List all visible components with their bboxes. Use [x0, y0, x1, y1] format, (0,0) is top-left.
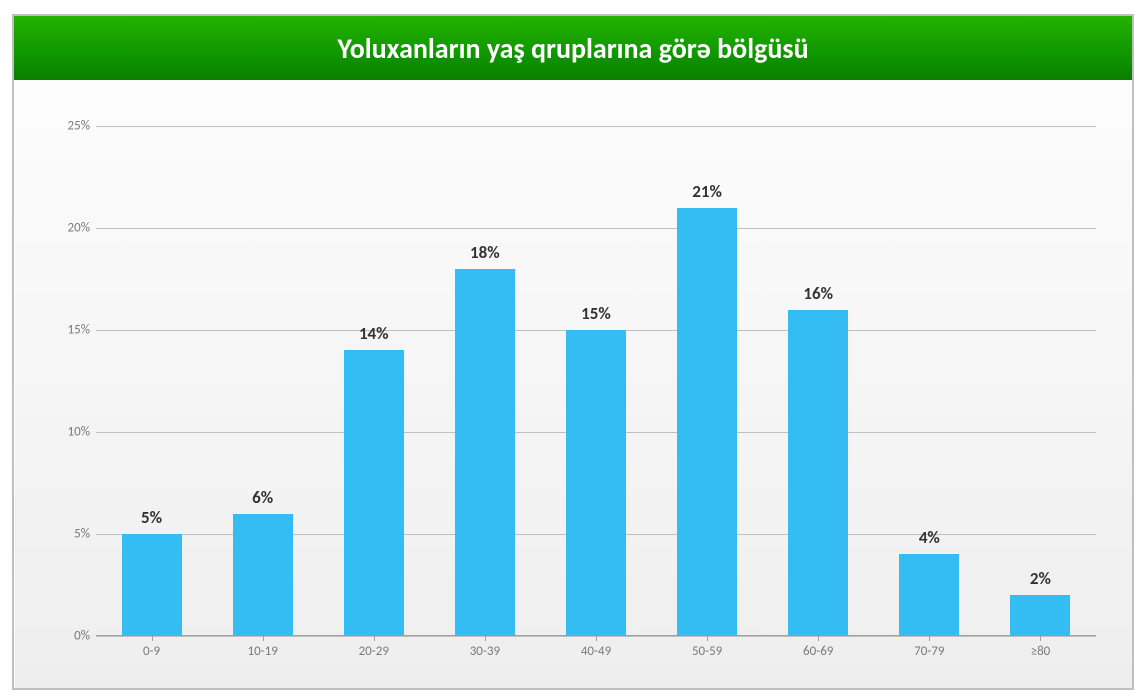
bar: 2%: [1010, 595, 1070, 636]
bar: 6%: [233, 514, 293, 636]
bar-value-label: 5%: [141, 507, 162, 534]
plot-area: 0%5%10%15%20%25%5%0-96%10-1914%20-2918%3…: [96, 126, 1096, 636]
title-bar: Yoluxanların yaş qruplarına görə bölgüsü: [14, 16, 1132, 80]
x-tick-mark: [263, 636, 264, 641]
bar-value-label: 2%: [1030, 568, 1051, 595]
bar: 18%: [455, 269, 515, 636]
bar-value-label: 14%: [359, 323, 389, 350]
y-tick-label: 25%: [68, 119, 96, 134]
x-tick-mark: [818, 636, 819, 641]
y-tick-label: 20%: [68, 221, 96, 236]
x-tick-mark: [374, 636, 375, 641]
y-tick-label: 5%: [74, 527, 96, 542]
x-tick-mark: [1040, 636, 1041, 641]
y-tick-label: 15%: [68, 323, 96, 338]
chart-card: Yoluxanların yaş qruplarına görə bölgüsü…: [12, 14, 1134, 690]
bar: 4%: [899, 554, 959, 636]
x-tick-mark: [596, 636, 597, 641]
grid-line: [96, 228, 1096, 229]
bar-value-label: 4%: [919, 527, 940, 554]
bar-value-label: 18%: [470, 242, 500, 269]
x-tick-mark: [152, 636, 153, 641]
grid-line: [96, 126, 1096, 127]
y-tick-label: 0%: [74, 629, 96, 644]
x-tick-mark: [929, 636, 930, 641]
bar-value-label: 21%: [692, 181, 722, 208]
bar-value-label: 16%: [803, 283, 833, 310]
bar: 16%: [788, 310, 848, 636]
bar: 15%: [566, 330, 626, 636]
x-tick-mark: [485, 636, 486, 641]
bar: 21%: [677, 208, 737, 636]
chart-title: Yoluxanların yaş qruplarına görə bölgüsü: [337, 31, 808, 66]
x-tick-mark: [707, 636, 708, 641]
bar: 14%: [344, 350, 404, 636]
bar-value-label: 15%: [581, 303, 611, 330]
y-tick-label: 10%: [68, 425, 96, 440]
bar: 5%: [122, 534, 182, 636]
bar-value-label: 6%: [252, 487, 273, 514]
